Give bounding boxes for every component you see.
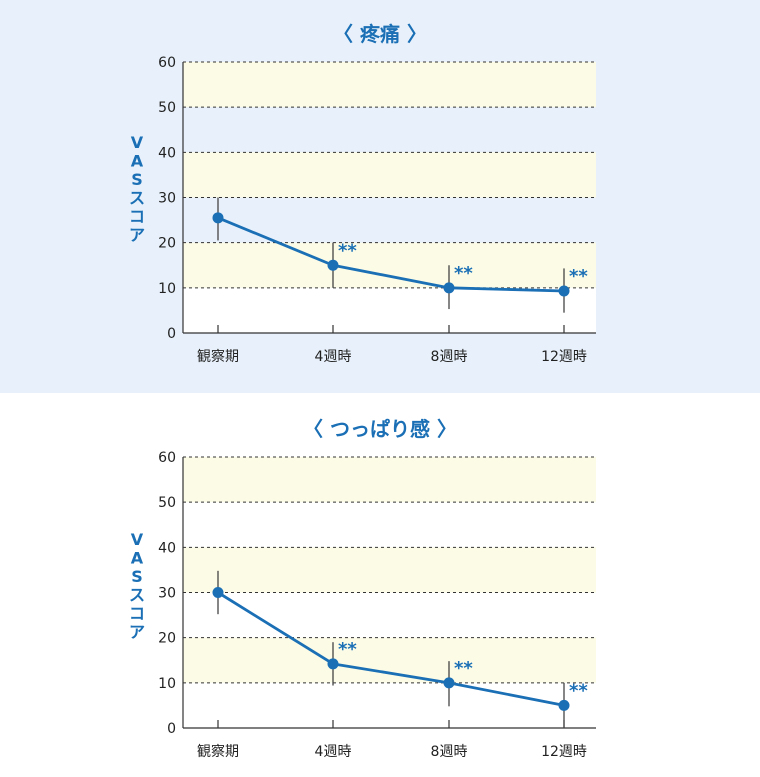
plot-band [183,62,596,108]
y-tick-label: 10 [158,676,176,692]
y-tick-label: 60 [158,450,176,466]
data-point [212,587,224,598]
y-tick-label: 50 [158,495,176,511]
y-tick-label: 40 [158,540,176,556]
y-axis-label-char: S [131,170,143,189]
y-axis-label-char: S [131,567,143,586]
data-point [558,285,570,297]
significance-marker: ** [569,266,588,287]
y-tick-label: 40 [158,145,176,161]
chart-title: 〈 つっぱり感 〉 [303,417,457,441]
plot-band [183,637,596,683]
y-tick-label: 30 [158,586,176,602]
data-point [443,282,455,294]
series-line [217,216,565,293]
x-tick-label: 12週時 [541,744,587,760]
y-axis-label-char: ア [129,226,145,245]
chart-title: 〈 疼痛 〉 [333,22,427,46]
y-tick-label: 0 [167,721,176,737]
x-tick-label: 観察期 [197,348,239,365]
data-point [558,699,570,711]
plot-band [183,152,596,198]
plot-band-blank [183,287,596,333]
y-tick-label: 20 [158,236,176,252]
data-point [443,677,455,689]
significance-marker: ** [454,658,473,679]
y-axis-label-char: V [131,133,144,152]
y-axis-label-char: コ [129,207,145,226]
plot-band [183,457,596,503]
x-tick-label: 8週時 [431,349,468,365]
significance-marker: ** [338,240,357,261]
significance-marker: ** [569,680,588,701]
chart-panel-pain: 〈 疼痛 〉 0 10 20 30 40 50 60 観察期 4週時 8週時 12週時 V A S スコア *… [0,0,760,393]
data-point [212,212,224,224]
plot-bands [183,457,596,728]
x-tick-label: 12週時 [541,349,587,365]
y-tick-label: 30 [158,191,176,207]
plot-band [183,242,596,288]
x-tick-label: 8週時 [431,744,468,760]
series-line [217,591,565,707]
plot-band [183,547,596,593]
y-axis-label-char: ス [129,586,145,605]
plot-bands [183,62,596,333]
y-tick-label: 60 [158,55,176,71]
y-tick-label: 20 [158,631,176,647]
y-tick-label: 10 [158,281,176,297]
y-axis-label-char: V [131,530,144,549]
y-axis-label-char: A [131,152,144,171]
chart-panel-tightness: 〈 つっぱり感 〉 0 10 20 30 40 50 60 観察期 4週時 8週時 12週時 V A S ス… [0,393,760,777]
y-axis-label-char: A [131,549,144,568]
data-point [327,658,339,670]
y-axis-label-char: ス [129,189,145,208]
y-axis-label-char: コ [129,604,145,623]
x-tick-label: 観察期 [197,743,239,760]
significance-marker: ** [338,639,357,660]
significance-marker: ** [454,263,473,284]
y-axis-label-char: ア [129,623,145,642]
x-tick-label: 4週時 [315,349,352,365]
x-tick-label: 4週時 [315,744,352,760]
y-tick-label: 50 [158,100,176,116]
y-tick-label: 0 [167,326,176,342]
data-point [327,259,339,271]
plot-band-blank [183,682,596,728]
